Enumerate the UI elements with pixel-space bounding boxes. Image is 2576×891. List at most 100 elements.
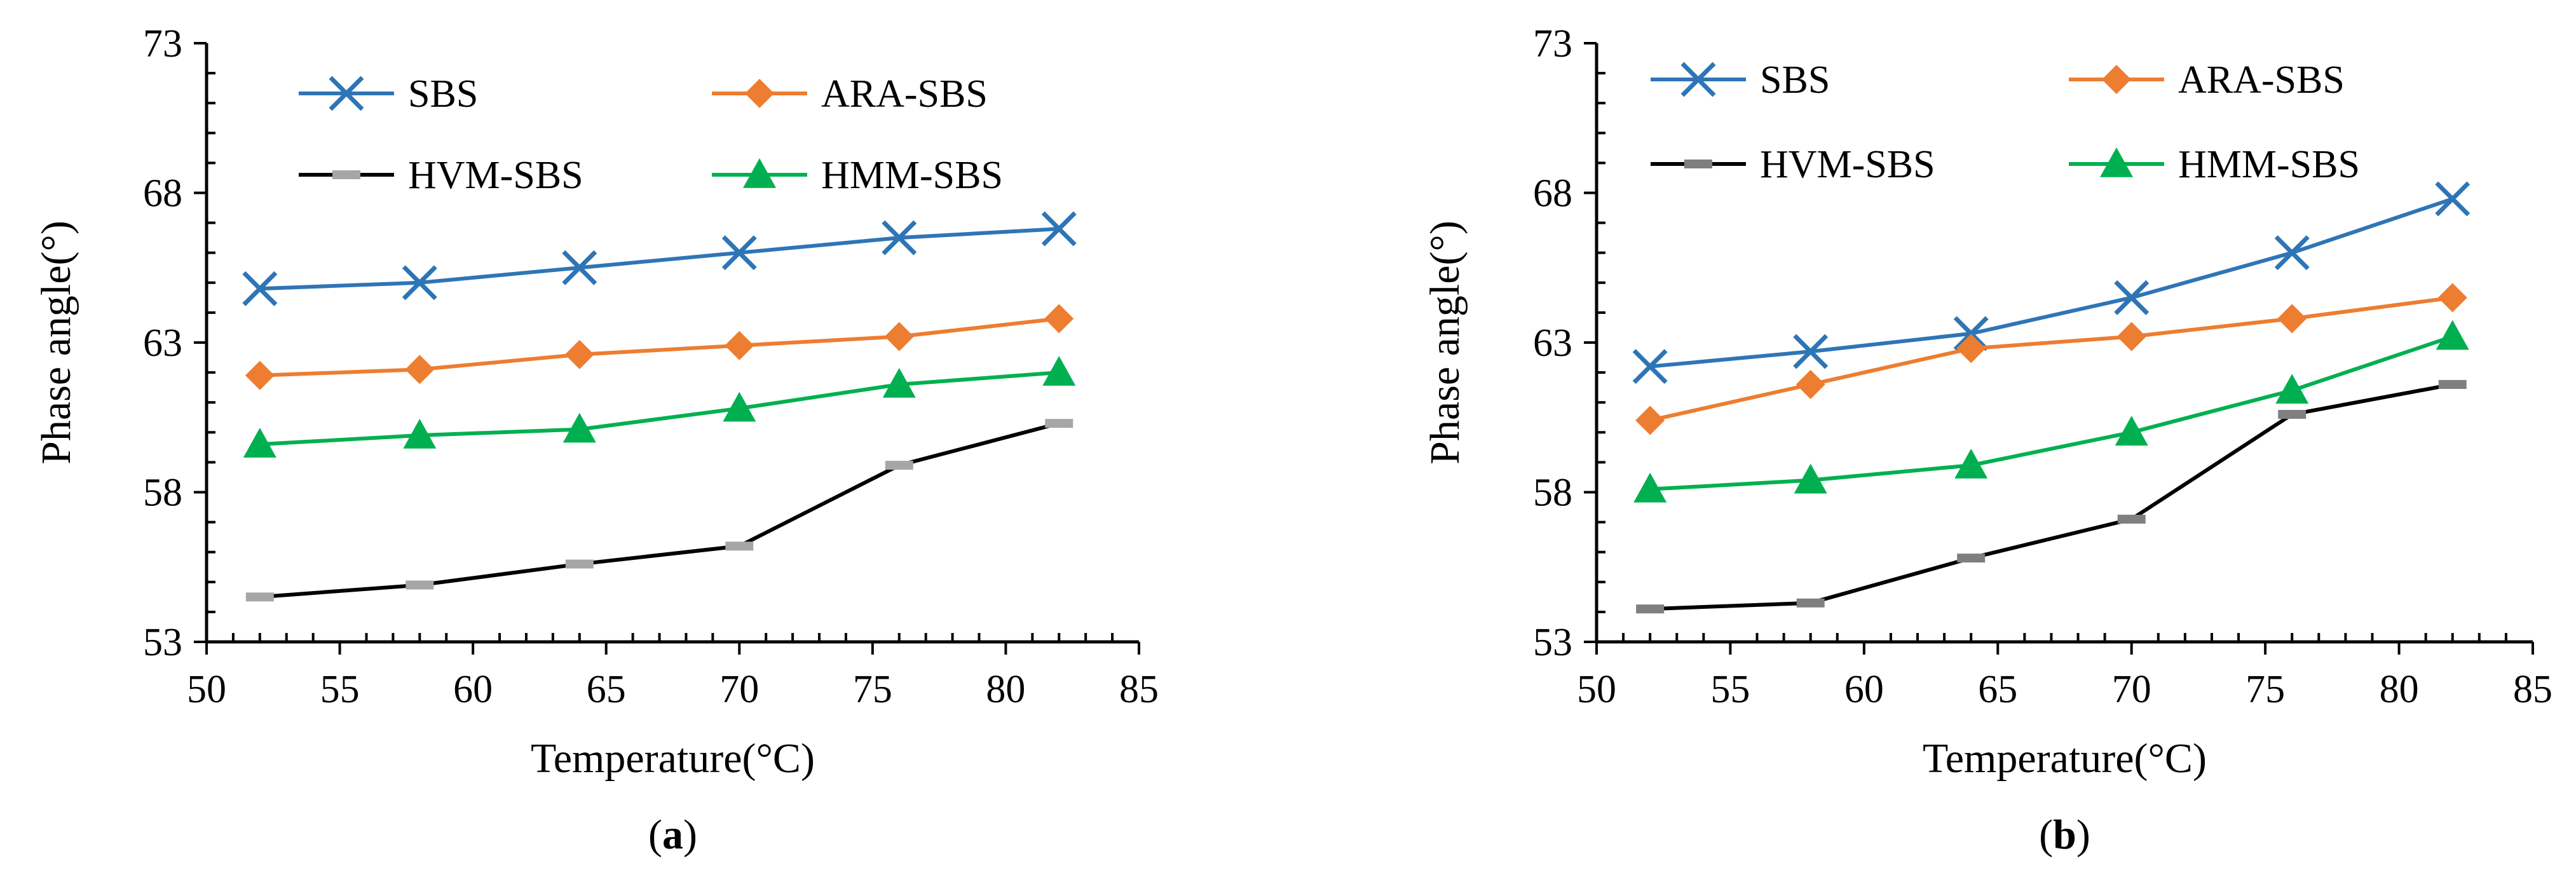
legend-item: HVM-SBS (299, 154, 583, 197)
data-point (1957, 554, 1986, 563)
legend: SBS ARA-SBS HVM-SBS HMM-SBS (1651, 58, 2360, 186)
data-point (245, 360, 275, 390)
series-hmm-sbs (1633, 320, 2469, 503)
panel-label: (a) (648, 812, 697, 858)
data-point (882, 367, 916, 398)
data-point (405, 355, 435, 384)
legend-label: ARA-SBS (2178, 58, 2345, 102)
legend-marker (332, 170, 360, 179)
legend-marker (1680, 62, 1716, 97)
data-point (1045, 419, 1073, 428)
data-point (882, 220, 917, 255)
data-point (1954, 449, 1988, 479)
data-point (1636, 604, 1665, 614)
series-line (1649, 296, 2453, 423)
x-tick-label: 85 (2513, 668, 2552, 711)
legend-label: HMM-SBS (2178, 143, 2360, 186)
x-tick-label: 80 (986, 668, 1025, 711)
x-tick-label: 70 (719, 668, 759, 711)
x-tick-label: 65 (1978, 668, 2017, 711)
panel-label-open: ( (2039, 812, 2053, 858)
y-tick-label: 68 (143, 172, 182, 215)
panel-label: (b) (2039, 812, 2090, 858)
legend-item: HMM-SBS (712, 154, 1003, 197)
y-tick-label: 53 (143, 621, 182, 664)
data-point (2437, 283, 2467, 313)
data-point (885, 461, 913, 470)
data-point (884, 322, 914, 351)
data-point (1793, 334, 1829, 369)
panel-label-open: ( (648, 812, 662, 858)
legend-label: SBS (1760, 58, 1830, 102)
data-point (1044, 304, 1074, 334)
x-tick-label: 75 (2245, 668, 2285, 711)
legend-label: HVM-SBS (408, 154, 583, 197)
legend-marker (745, 79, 774, 108)
x-tick-label: 70 (2112, 668, 2151, 711)
y-axis-title: Phase angle(°) (33, 221, 79, 465)
x-tick-label: 55 (320, 668, 360, 711)
chart-panel-a: 53 58 63 68 73 50 55 60 65 70 75 80 85 Temperature(°C… (33, 22, 1159, 858)
x-tick-label: 60 (1844, 668, 1884, 711)
legend-marker (743, 158, 776, 188)
y-tick-label: 73 (1533, 22, 1572, 65)
y-tick-label: 58 (143, 472, 182, 515)
legend-item: HVM-SBS (1651, 143, 1935, 186)
x-tick-label: 80 (2380, 668, 2419, 711)
series-hvm-sbs (1636, 379, 2467, 614)
data-point (2275, 374, 2309, 404)
series-line (259, 421, 1060, 599)
series-line (1650, 334, 2453, 491)
data-point (562, 250, 597, 285)
data-point (242, 271, 278, 306)
series-line (1650, 382, 2453, 611)
data-point (1796, 598, 1825, 608)
legend-item: HMM-SBS (2069, 143, 2360, 186)
data-point (2438, 379, 2467, 389)
x-axis-title: Temperature(°C) (1923, 735, 2207, 782)
x-tick-label: 75 (853, 668, 892, 711)
data-point (403, 419, 437, 449)
data-point (562, 412, 596, 443)
x-tick-label: 50 (187, 668, 226, 711)
data-point (2435, 181, 2470, 217)
data-point (405, 580, 434, 590)
series-hvm-sbs (245, 419, 1073, 602)
panel-label-close: ) (683, 812, 697, 858)
panel-label-letter: a (662, 812, 683, 858)
y-tick-label: 68 (1533, 172, 1572, 215)
legend-marker (2102, 65, 2131, 94)
data-point (721, 235, 757, 271)
y-axis-title: Phase angle(°) (1422, 221, 1468, 465)
data-point (1796, 369, 1825, 399)
y-tick-label: 63 (143, 322, 182, 365)
y-tick-label: 73 (143, 22, 182, 65)
legend-label: HMM-SBS (821, 154, 1003, 197)
data-point (2274, 235, 2310, 271)
data-point (2436, 320, 2469, 350)
legend-marker (2100, 147, 2133, 177)
data-point (245, 592, 274, 602)
panel-label-close: ) (2076, 812, 2090, 858)
series-hmm-sbs (243, 356, 1076, 458)
legend-label: SBS (408, 72, 478, 116)
data-point (2116, 322, 2146, 351)
data-point (2278, 410, 2307, 419)
data-point (565, 559, 594, 569)
x-tick-label: 55 (1710, 668, 1750, 711)
legend-label: ARA-SBS (821, 72, 988, 116)
data-point (1633, 472, 1667, 503)
data-point (725, 330, 754, 360)
data-point (2277, 304, 2307, 334)
legend-marker (1684, 160, 1712, 168)
series-line (259, 227, 1060, 291)
x-axis-title: Temperature(°C) (531, 735, 815, 782)
series-sbs (242, 211, 1077, 306)
data-point (1041, 211, 1077, 247)
x-tick-label: 65 (587, 668, 626, 711)
data-point (1956, 334, 1986, 364)
legend-item: ARA-SBS (2069, 58, 2345, 102)
data-point (2115, 416, 2148, 446)
data-point (1953, 316, 1989, 351)
